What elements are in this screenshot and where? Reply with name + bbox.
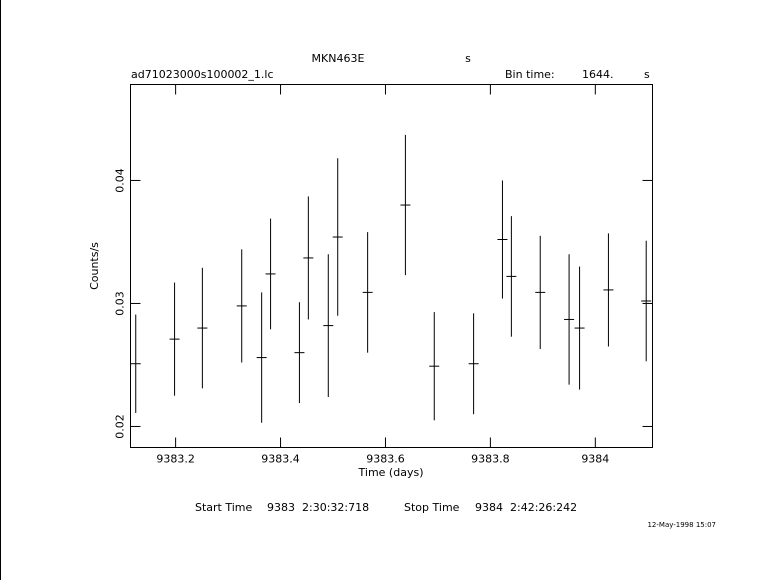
bin-time-label: Bin time: [505, 68, 555, 81]
stop-label: Stop Time [404, 501, 460, 514]
plot-frame [130, 84, 653, 448]
start-time: 9383 2:30:32:718 [267, 501, 369, 514]
x-axis-label: Time (days) [358, 466, 424, 479]
y-tick-label: 0.02 [114, 414, 127, 439]
y-axis-label: Counts/s [88, 242, 101, 290]
y-tick-label: 0.04 [114, 168, 127, 193]
timestamp: 12-May-1998 15:07 [647, 521, 716, 529]
x-tick-label: 9384 [581, 453, 609, 466]
title-unit: s [465, 52, 471, 65]
x-tick-label: 9383.8 [471, 453, 510, 466]
bin-time: 1644. [582, 68, 614, 81]
x-tick-label: 9383.2 [156, 453, 195, 466]
file-name: ad71023000s100002_1.lc [131, 68, 274, 81]
stop-time: 9384 2:42:26:242 [475, 501, 577, 514]
x-tick-label: 9383.6 [366, 453, 405, 466]
bin-time-unit: s [644, 68, 650, 81]
y-tick-label: 0.03 [114, 291, 127, 316]
x-tick-label: 9383.4 [261, 453, 300, 466]
chart-title: MKN463E [312, 52, 365, 65]
start-label: Start Time [195, 501, 253, 514]
